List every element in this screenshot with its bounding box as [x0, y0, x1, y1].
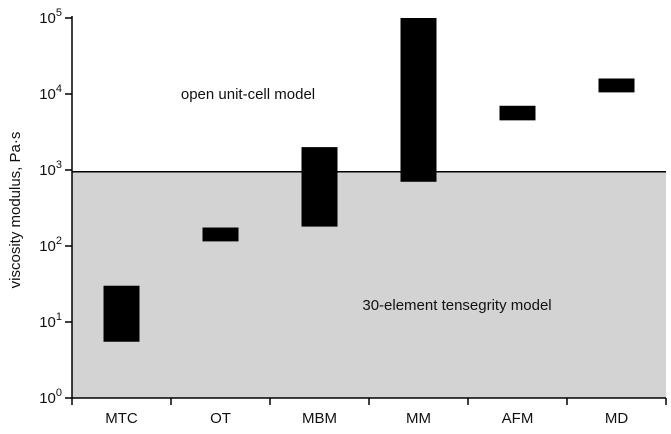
range-bar-mbm [301, 147, 338, 227]
range-bar-afm [499, 105, 536, 121]
range-bar-mtc [103, 285, 140, 342]
x-tick-label-mbm: MBM [302, 410, 337, 427]
y-tick-label: 100 [39, 387, 62, 407]
x-tick-label-mm: MM [406, 410, 431, 427]
x-tick-label-md: MD [605, 410, 628, 427]
upper-region-label: open unit-cell model [181, 86, 315, 103]
lower-region-shading [72, 171, 666, 398]
range-bar-md [598, 78, 635, 93]
x-axis-ticks: MTC OT MBM MM AFM MD [71, 398, 667, 427]
y-tick-label: 102 [39, 235, 62, 255]
y-axis-ticks: 100 101 102 103 104 105 [39, 7, 72, 407]
y-tick-label: 104 [39, 83, 62, 103]
y-tick-label: 101 [39, 311, 62, 331]
x-tick-label-ot: OT [210, 410, 231, 427]
range-bar-ot [202, 227, 239, 242]
range-bars [103, 18, 635, 342]
y-tick-label: 103 [39, 159, 62, 179]
y-tick-label: 105 [39, 7, 62, 27]
lower-region-label: 30-element tensegrity model [362, 297, 551, 314]
range-bar-mm [400, 18, 437, 182]
x-tick-label-afm: AFM [502, 410, 534, 427]
y-axis-title: viscosity modulus, Pa·s [7, 132, 24, 289]
x-tick-label-mtc: MTC [105, 410, 138, 427]
